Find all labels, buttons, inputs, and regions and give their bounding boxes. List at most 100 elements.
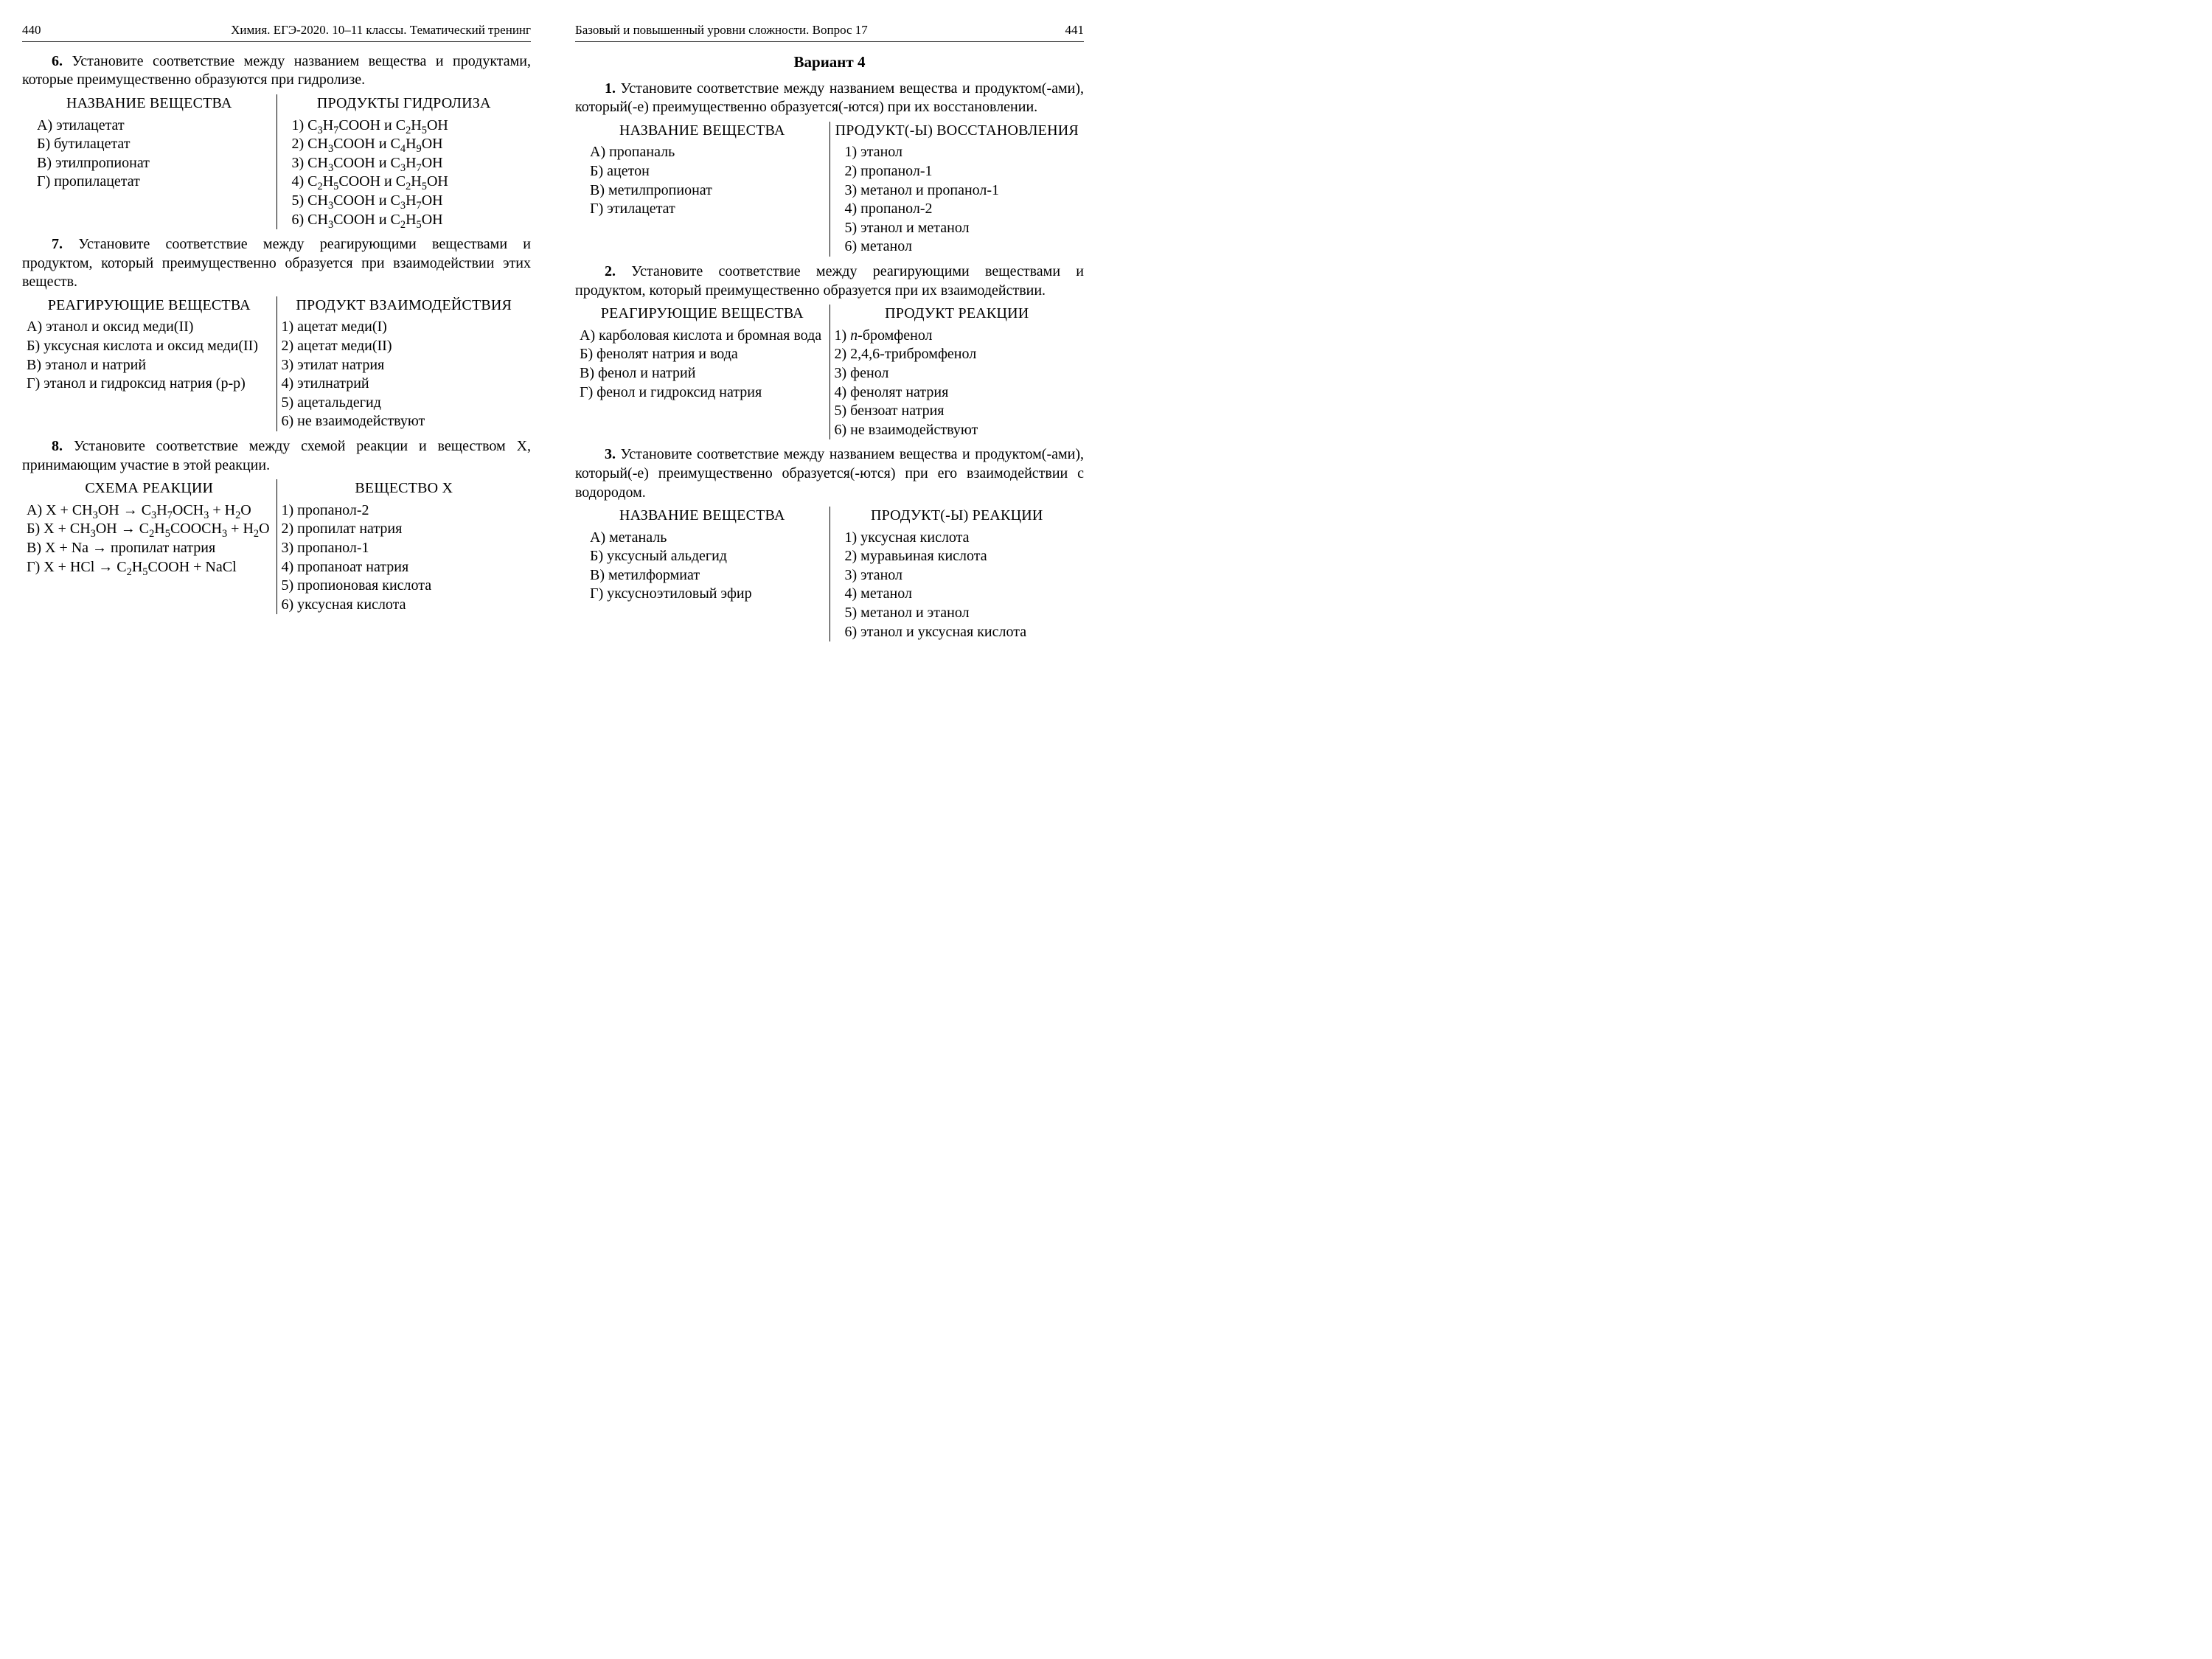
list-item: Б) бутилацетат — [37, 135, 272, 154]
q2-right-head: ПРОДУКТ РЕАКЦИИ — [835, 305, 1080, 324]
q1-text: 1. Установите соответствие между названи… — [575, 80, 1084, 117]
list-item: 1) пропанол-2 — [282, 501, 527, 521]
q2-left-list: А) карболовая кислота и бромная водаБ) ф… — [580, 327, 825, 402]
q8-table: СХЕМА РЕАКЦИИ А) X + CH3OH → C3H7OCH3 + … — [22, 479, 531, 614]
list-item: 2) пропанол-1 — [845, 162, 1080, 181]
list-item: 1) ацетат меди(I) — [282, 318, 527, 337]
q3-text: 3. Установите соответствие между названи… — [575, 445, 1084, 502]
list-item: Б) уксусная кислота и оксид меди(II) — [27, 337, 272, 356]
list-item: 4) метанол — [845, 585, 1080, 604]
list-item: А) карболовая кислота и бромная вода — [580, 327, 825, 346]
list-item: 5) этанол и метанол — [845, 219, 1080, 238]
running-title: Химия. ЕГЭ-2020. 10–11 классы. Тематичес… — [41, 22, 532, 38]
q7-num: 7. — [52, 236, 63, 252]
q6-right-head: ПРОДУКТЫ ГИДРОЛИЗА — [282, 94, 527, 114]
list-item: 6) метанол — [845, 237, 1080, 257]
list-item: Г) этанол и гидроксид натрия (р-р) — [27, 375, 272, 394]
q1-num: 1. — [605, 80, 616, 97]
list-item: 1) C3H7COOH и C2H5OH — [292, 116, 527, 136]
list-item: 5) бензоат натрия — [835, 402, 1080, 421]
running-head-left: 440 Химия. ЕГЭ-2020. 10–11 классы. Темат… — [22, 22, 531, 42]
q1-right-head: ПРОДУКТ(-Ы) ВОССТАНОВЛЕНИЯ — [835, 122, 1080, 141]
q3-left-head: НАЗВАНИЕ ВЕЩЕСТВА — [580, 507, 825, 526]
list-item: 2) CH3COOH и C4H9OH — [292, 135, 527, 154]
q2-text: 2. Установите соответствие между реагиру… — [575, 262, 1084, 300]
list-item: 3) фенол — [835, 364, 1080, 383]
list-item: 4) пропанол-2 — [845, 200, 1080, 219]
q3-num: 3. — [605, 446, 616, 462]
list-item: 4) этилнатрий — [282, 375, 527, 394]
list-item: В) этилпропионат — [37, 154, 272, 173]
list-item: А) X + CH3OH → C3H7OCH3 + H2O — [27, 501, 272, 521]
list-item: Г) X + HCl → C2H5COOH + NaCl — [27, 558, 272, 577]
list-item: Г) уксусноэтиловый эфир — [590, 585, 825, 604]
list-item: 1) уксусная кислота — [845, 529, 1080, 548]
list-item: 6) не взаимодействуют — [282, 412, 527, 431]
q3-table: НАЗВАНИЕ ВЕЩЕСТВА А) метанальБ) уксусный… — [575, 507, 1084, 641]
list-item: 1) п-бромфенол — [835, 327, 1080, 346]
q7-left-list: А) этанол и оксид меди(II)Б) уксусная ки… — [27, 318, 272, 393]
q7-left-head: РЕАГИРУЮЩИЕ ВЕЩЕСТВА — [27, 296, 272, 316]
q6-right-list: 1) C3H7COOH и C2H5OH2) CH3COOH и C4H9OH3… — [282, 116, 527, 230]
list-item: Б) X + CH3OH → C2H5COOCH3 + H2O — [27, 520, 272, 539]
list-item: 4) C2H5COOH и C2H5OH — [292, 173, 527, 192]
variant-title: Вариант 4 — [575, 52, 1084, 72]
list-item: 6) CH3COOH и C2H5OH — [292, 211, 527, 230]
q7-text: 7. Установите соответствие между реагиру… — [22, 235, 531, 292]
list-item: Б) фенолят натрия и вода — [580, 345, 825, 364]
q6-num: 6. — [52, 53, 63, 69]
q8-text: 8. Установите соответствие между схемой … — [22, 437, 531, 475]
list-item: 1) этанол — [845, 143, 1080, 162]
right-page: Базовый и повышенный уровни сложности. В… — [575, 22, 1084, 647]
q2-right-list: 1) п-бромфенол2) 2,4,6-трибромфенол3) фе… — [835, 327, 1080, 440]
q6-left-head: НАЗВАНИЕ ВЕЩЕСТВА — [27, 94, 272, 114]
list-item: В) X + Na → пропилат натрия — [27, 539, 272, 558]
list-item: 2) пропилат натрия — [282, 520, 527, 539]
q8-num: 8. — [52, 438, 63, 454]
running-title: Базовый и повышенный уровни сложности. В… — [575, 22, 1065, 38]
list-item: 5) метанол и этанол — [845, 604, 1080, 623]
q2-body: Установите соответствие между реагирующи… — [575, 263, 1084, 299]
q6-body: Установите соответствие между названием … — [22, 53, 531, 88]
q7-table: РЕАГИРУЮЩИЕ ВЕЩЕСТВА А) этанол и оксид м… — [22, 296, 531, 431]
page-number: 440 — [22, 22, 41, 38]
q7-right-head: ПРОДУКТ ВЗАИМОДЕЙСТВИЯ — [282, 296, 527, 316]
q8-left-list: А) X + CH3OH → C3H7OCH3 + H2OБ) X + CH3O… — [27, 501, 272, 577]
q8-right-head: ВЕЩЕСТВО X — [282, 479, 527, 498]
list-item: В) этанол и натрий — [27, 356, 272, 375]
list-item: 3) CH3COOH и C3H7OH — [292, 154, 527, 173]
q8-left-head: СХЕМА РЕАКЦИИ — [27, 479, 272, 498]
list-item: 2) муравьиная кислота — [845, 547, 1080, 566]
list-item: 5) пропионовая кислота — [282, 577, 527, 596]
list-item: 5) ацетальдегид — [282, 394, 527, 413]
q2-num: 2. — [605, 263, 616, 279]
q1-body: Установите соответствие между названием … — [575, 80, 1084, 116]
q2-table: РЕАГИРУЮЩИЕ ВЕЩЕСТВА А) карболовая кисло… — [575, 305, 1084, 439]
list-item: 2) 2,4,6-трибромфенол — [835, 345, 1080, 364]
q2-left-head: РЕАГИРУЮЩИЕ ВЕЩЕСТВА — [580, 305, 825, 324]
list-item: 4) пропаноат натрия — [282, 558, 527, 577]
q8-right-list: 1) пропанол-22) пропилат натрия3) пропан… — [282, 501, 527, 615]
left-page: 440 Химия. ЕГЭ-2020. 10–11 классы. Темат… — [22, 22, 531, 647]
q6-table: НАЗВАНИЕ ВЕЩЕСТВА А) этилацетатБ) бутила… — [22, 94, 531, 229]
q6-left-list: А) этилацетатБ) бутилацетатВ) этилпропио… — [27, 116, 272, 192]
list-item: А) этанол и оксид меди(II) — [27, 318, 272, 337]
list-item: 3) пропанол-1 — [282, 539, 527, 558]
q1-left-list: А) пропанальБ) ацетонВ) метилпропионатГ)… — [580, 143, 825, 218]
list-item: 2) ацетат меди(II) — [282, 337, 527, 356]
q1-left-head: НАЗВАНИЕ ВЕЩЕСТВА — [580, 122, 825, 141]
list-item: 6) не взаимодействуют — [835, 421, 1080, 440]
running-head-right: Базовый и повышенный уровни сложности. В… — [575, 22, 1084, 42]
list-item: Б) уксусный альдегид — [590, 547, 825, 566]
list-item: В) метилпропионат — [590, 181, 825, 201]
list-item: А) метаналь — [590, 529, 825, 548]
q7-right-list: 1) ацетат меди(I)2) ацетат меди(II)3) эт… — [282, 318, 527, 431]
q6-text: 6. Установите соответствие между названи… — [22, 52, 531, 90]
q7-body: Установите соответствие между реагирующи… — [22, 236, 531, 290]
list-item: А) этилацетат — [37, 116, 272, 136]
list-item: Г) пропилацетат — [37, 173, 272, 192]
list-item: 5) CH3COOH и C3H7OH — [292, 192, 527, 211]
list-item: Г) фенол и гидроксид натрия — [580, 383, 825, 403]
list-item: 3) метанол и пропанол-1 — [845, 181, 1080, 201]
list-item: Б) ацетон — [590, 162, 825, 181]
